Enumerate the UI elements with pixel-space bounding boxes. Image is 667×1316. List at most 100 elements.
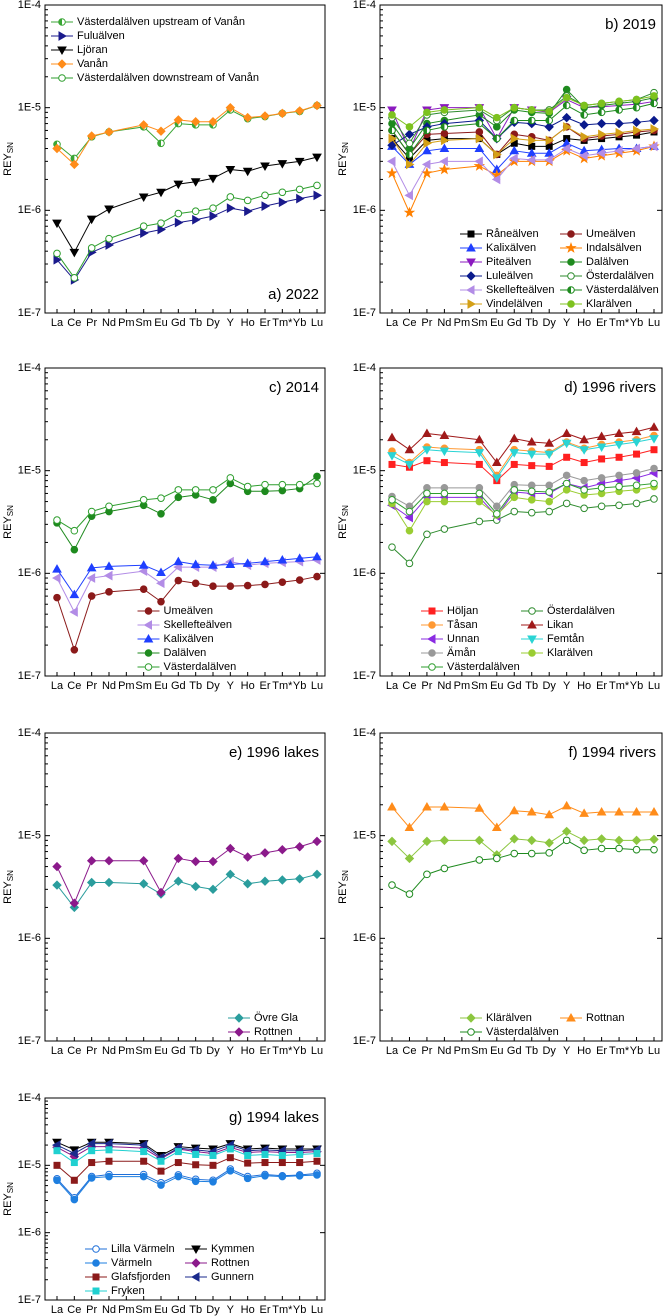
y-axis-label-main: REY	[337, 881, 349, 904]
data-point	[242, 112, 253, 123]
data-point	[157, 510, 165, 518]
series-line	[160, 119, 179, 132]
data-point	[439, 802, 450, 811]
series-line	[212, 873, 231, 890]
legend-marker	[234, 1027, 244, 1037]
data-point	[157, 1167, 165, 1175]
legend-label: Rottnen	[211, 1257, 250, 1269]
data-point	[526, 450, 537, 460]
y-tick-label: 1E-6	[353, 567, 376, 579]
data-point	[138, 193, 149, 202]
data-point	[105, 502, 113, 511]
series-line	[409, 534, 428, 564]
x-tick-label: Dy	[542, 1045, 556, 1057]
data-point	[491, 457, 502, 467]
data-point	[439, 835, 450, 846]
series-line	[444, 462, 480, 465]
panel: 1E-7 1E-6 1E-5 1E-4 La Ce Pr Nd Pm Sm Eu Gd Tb Dy Y Ho E…	[2, 362, 326, 692]
data-point	[53, 593, 61, 602]
data-point	[294, 874, 305, 884]
data-point	[596, 443, 607, 453]
y-axis-label-sub: SN	[6, 870, 15, 881]
data-point	[174, 576, 183, 585]
marker-fill	[58, 18, 62, 26]
legend-marker	[144, 607, 153, 615]
data-point	[526, 806, 537, 816]
series-line	[56, 597, 75, 650]
data-point	[597, 474, 606, 482]
y-axis-label-main: REY	[337, 516, 349, 539]
x-tick-label: Dy	[206, 680, 220, 692]
legend-marker	[567, 230, 575, 238]
data-point	[209, 496, 217, 504]
data-point	[277, 875, 288, 885]
data-point	[631, 426, 642, 436]
data-point	[527, 835, 537, 846]
data-point	[475, 103, 484, 112]
data-point	[597, 484, 606, 492]
legend-marker	[144, 663, 153, 671]
legend-marker	[57, 59, 67, 69]
x-tick-label: Gd	[171, 1304, 186, 1316]
data-point	[242, 852, 253, 862]
data-point	[86, 215, 97, 225]
data-point	[104, 561, 114, 570]
data-point	[387, 432, 397, 442]
plot-frame	[44, 367, 326, 677]
series-line	[391, 117, 410, 144]
x-tick-label: Ho	[241, 1304, 255, 1316]
data-point	[173, 115, 184, 125]
data-point	[615, 471, 623, 480]
data-point	[295, 185, 304, 194]
data-point	[422, 145, 432, 155]
plot-frame	[44, 732, 326, 1042]
data-point	[157, 224, 167, 235]
series-line	[391, 546, 410, 564]
x-tick-label: Tm*	[609, 680, 630, 692]
data-point	[439, 156, 448, 167]
series-line	[409, 130, 428, 155]
x-tick-label: Pr	[421, 680, 432, 692]
legend: Råneälven Umeälven Kalixälven Indalsälven Pi…	[460, 228, 659, 310]
data-point	[70, 274, 79, 282]
data-point	[509, 433, 520, 443]
data-point	[649, 834, 659, 845]
y-tick-label: 1E-7	[18, 670, 41, 682]
data-point	[544, 809, 555, 819]
data-point	[70, 545, 79, 554]
data-point	[295, 480, 304, 489]
y-axis-label: REYSN	[2, 142, 15, 176]
series-line	[409, 493, 428, 512]
data-point	[278, 578, 287, 586]
data-point	[632, 481, 641, 490]
series-line	[409, 172, 428, 213]
x-tick-label: Sm	[471, 1045, 488, 1057]
legend-marker	[92, 1259, 100, 1267]
x-tick-label: Tb	[525, 680, 538, 692]
legend-marker	[428, 607, 436, 615]
series-line	[108, 504, 144, 513]
data-point	[474, 449, 485, 458]
x-tick-label: Pm	[118, 680, 135, 692]
data-point	[296, 1150, 304, 1158]
data-point	[209, 1161, 217, 1169]
chart-title: g) 1994 lakes	[229, 1109, 319, 1126]
y-axis-label-sub: SN	[341, 505, 350, 516]
data-point	[648, 141, 658, 152]
data-point	[423, 870, 431, 879]
data-point	[190, 116, 201, 127]
data-point	[156, 887, 166, 898]
data-point	[440, 129, 449, 138]
legend-marker	[528, 607, 536, 615]
y-tick-label: 1E-4	[18, 1092, 41, 1104]
data-point	[509, 145, 520, 155]
panel: 1E-7 1E-6 1E-5 1E-4 La Ce Pr Nd Pm Sm Eu Gd Tb Dy Y Ho E…	[337, 0, 663, 329]
x-tick-label: Er	[596, 1045, 607, 1057]
data-point	[562, 101, 571, 110]
legend-label: Österdalälven	[586, 270, 654, 282]
data-point	[650, 845, 658, 854]
x-tick-label: Y	[227, 317, 235, 329]
legend-label: Gunnern	[211, 1271, 254, 1283]
data-point	[440, 459, 448, 467]
series-line	[56, 148, 75, 165]
